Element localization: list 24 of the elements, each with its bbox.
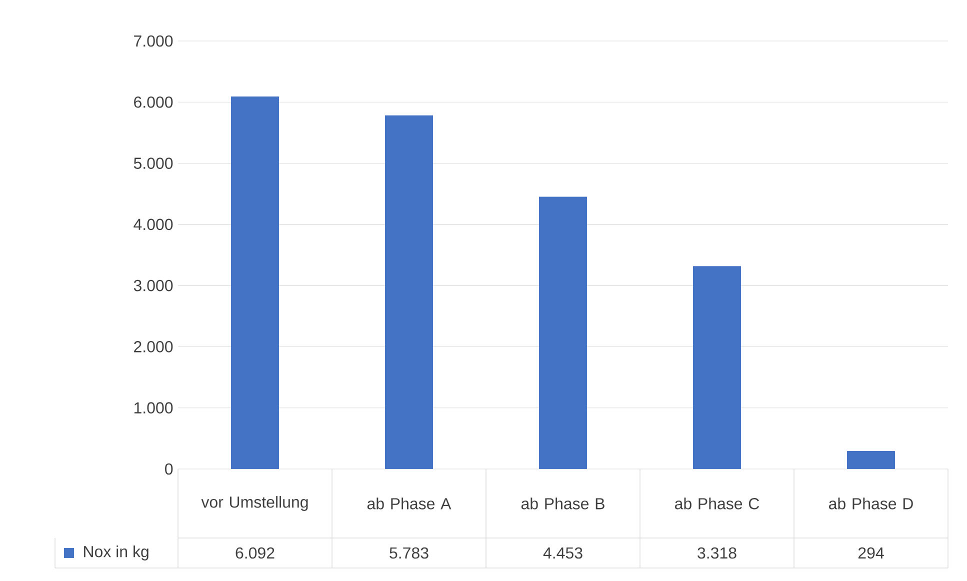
y-tick-label: 6.000: [134, 96, 173, 108]
x-tick-label: ab Phase D: [828, 498, 913, 510]
data-label: 3.318: [698, 547, 736, 559]
y-tick-label: 4.000: [134, 218, 173, 230]
data-label: 4.453: [543, 547, 582, 559]
bar: [693, 266, 742, 469]
y-tick-label: 1.000: [134, 402, 173, 414]
y-tick-label: 3.000: [134, 280, 173, 292]
y-tick-label: 0: [165, 463, 173, 475]
x-tick-label: ab Phase B: [521, 498, 604, 510]
x-tick-label: vor Umstellung: [201, 496, 308, 511]
bar: [231, 96, 280, 469]
data-label: 6.092: [236, 547, 274, 559]
data-label: 294: [858, 547, 884, 559]
bar: [539, 196, 588, 469]
y-tick-label: 2.000: [134, 341, 173, 352]
data-label: 5.783: [390, 547, 428, 559]
y-tick-label: 7.000: [134, 35, 173, 47]
legend-label: Nox in kg: [84, 546, 148, 560]
x-tick-label: ab Phase C: [674, 498, 760, 510]
x-tick-label: ab Phase A: [367, 498, 452, 510]
bar: [847, 451, 895, 469]
bar: [385, 115, 434, 469]
y-tick-label: 5.000: [134, 158, 173, 169]
